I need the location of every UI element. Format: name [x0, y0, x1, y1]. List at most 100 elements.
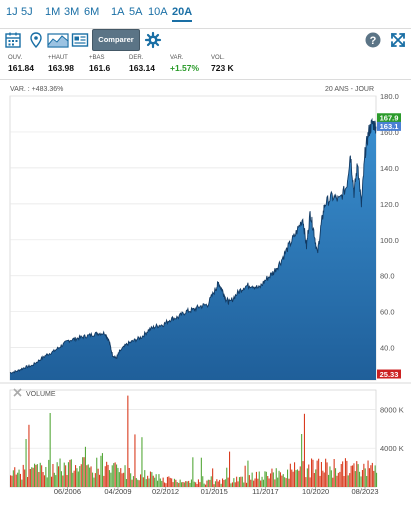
- volume-bar: [350, 465, 352, 487]
- volume-bar: [138, 480, 140, 487]
- volume-bar: [299, 466, 301, 487]
- volume-bar: [135, 478, 137, 487]
- low-value-badge-bg: [377, 369, 401, 379]
- mountain-chart-icon[interactable]: [47, 31, 69, 49]
- volume-bar: [118, 472, 120, 487]
- price-tick-label: 120.0: [380, 200, 399, 209]
- volume-bar: [213, 484, 215, 487]
- volume-bar: [181, 482, 183, 487]
- volume-bar: [275, 468, 277, 487]
- period-5j[interactable]: 5J: [21, 6, 33, 18]
- volume-bar: [106, 461, 108, 487]
- volume-bar: [254, 478, 256, 487]
- volume-bar: [77, 471, 79, 487]
- volume-bar: [140, 474, 142, 487]
- volume-bar: [291, 469, 293, 487]
- volume-bar: [155, 474, 157, 487]
- compare-button[interactable]: Comparer: [92, 29, 140, 51]
- volume-bar: [359, 471, 361, 487]
- volume-bar: [272, 472, 274, 487]
- volume-bar: [121, 473, 123, 487]
- volume-bar: [306, 468, 308, 487]
- quote-value: 161.6: [89, 63, 111, 73]
- quote-value: 163.14: [129, 63, 155, 73]
- volume-bar: [92, 472, 94, 487]
- period-1a[interactable]: 1A: [111, 6, 125, 18]
- high-value-badge-bg: [377, 113, 401, 123]
- volume-tick-label: 8000 K: [380, 405, 404, 414]
- volume-bar: [302, 461, 304, 487]
- volume-bar: [303, 413, 305, 487]
- volume-bar: [203, 483, 205, 487]
- volume-bar: [332, 477, 334, 487]
- chart-container: 40.0 60.0 80.0 100.0 120.0 140.0 160.0 180.0 40…: [0, 82, 411, 500]
- volume-bar: [244, 465, 246, 487]
- fullscreen-icon[interactable]: [389, 31, 407, 49]
- quote-label: DER.: [129, 55, 144, 61]
- volume-bar: [251, 472, 253, 487]
- period-20a[interactable]: 20A: [172, 6, 193, 22]
- quote-label: VAR.: [170, 55, 184, 61]
- volume-bar: [27, 477, 29, 487]
- volume-bar: [52, 464, 54, 487]
- volume-bar: [326, 462, 328, 487]
- volume-bar: [281, 475, 283, 487]
- volume-bar: [343, 476, 345, 487]
- volume-bar: [76, 468, 78, 487]
- volume-bar: [227, 477, 229, 487]
- quote-open: OUV. 161.84: [8, 55, 34, 73]
- toolbar: Comparer ?: [0, 28, 411, 52]
- volume-bar: [142, 477, 144, 487]
- volume-bar: [366, 476, 368, 487]
- volume-bar: [354, 471, 356, 487]
- volume-bar: [183, 482, 185, 487]
- volume-bar: [123, 472, 125, 487]
- volume-bar: [226, 467, 228, 487]
- period-1j[interactable]: 1J: [6, 6, 18, 18]
- period-6m[interactable]: 6M: [84, 6, 100, 18]
- volume-bar: [199, 482, 201, 487]
- gear-icon[interactable]: [144, 31, 162, 49]
- volume-bar: [179, 479, 181, 487]
- volume-bar: [79, 466, 81, 487]
- volume-tick-label: 4000 K: [380, 444, 404, 453]
- map-pin-icon[interactable]: [27, 31, 45, 49]
- volume-bar: [34, 463, 36, 487]
- volume-bar: [39, 462, 41, 487]
- period-3m[interactable]: 3M: [64, 6, 80, 18]
- volume-bar: [89, 467, 91, 487]
- volume-bar: [301, 434, 303, 487]
- volume-bar: [294, 462, 296, 487]
- volume-bar: [73, 470, 75, 487]
- news-icon[interactable]: [71, 31, 89, 49]
- volume-bar: [223, 480, 225, 487]
- volume-bar: [182, 482, 184, 487]
- quote-change: VAR. +1.57%: [170, 55, 199, 73]
- calendar-icon[interactable]: [4, 31, 22, 49]
- volume-bar: [127, 395, 129, 487]
- volume-bar: [349, 473, 351, 487]
- close-icon[interactable]: [13, 388, 22, 397]
- period-5a[interactable]: 5A: [129, 6, 143, 18]
- volume-bar: [196, 484, 198, 487]
- volume-bar: [117, 467, 119, 487]
- quote-label: VOL.: [211, 55, 225, 61]
- period-10a[interactable]: 10A: [148, 6, 168, 18]
- period-1m[interactable]: 1M: [45, 6, 61, 18]
- volume-bar: [151, 472, 153, 487]
- volume-bar: [15, 474, 17, 487]
- volume-bar: [261, 476, 263, 487]
- volume-bar: [305, 477, 307, 487]
- volume-bar: [267, 476, 269, 487]
- volume-bar: [66, 475, 68, 487]
- volume-legend: VOLUME: [13, 388, 56, 398]
- help-icon[interactable]: ?: [364, 31, 382, 49]
- volume-bar: [253, 480, 255, 487]
- volume-bar: [82, 457, 84, 487]
- volume-bar: [240, 476, 242, 487]
- volume-bar: [111, 465, 113, 487]
- volume-bar: [313, 473, 315, 487]
- volume-bar: [162, 477, 164, 487]
- volume-bar: [46, 477, 48, 487]
- volume-bar: [164, 482, 166, 487]
